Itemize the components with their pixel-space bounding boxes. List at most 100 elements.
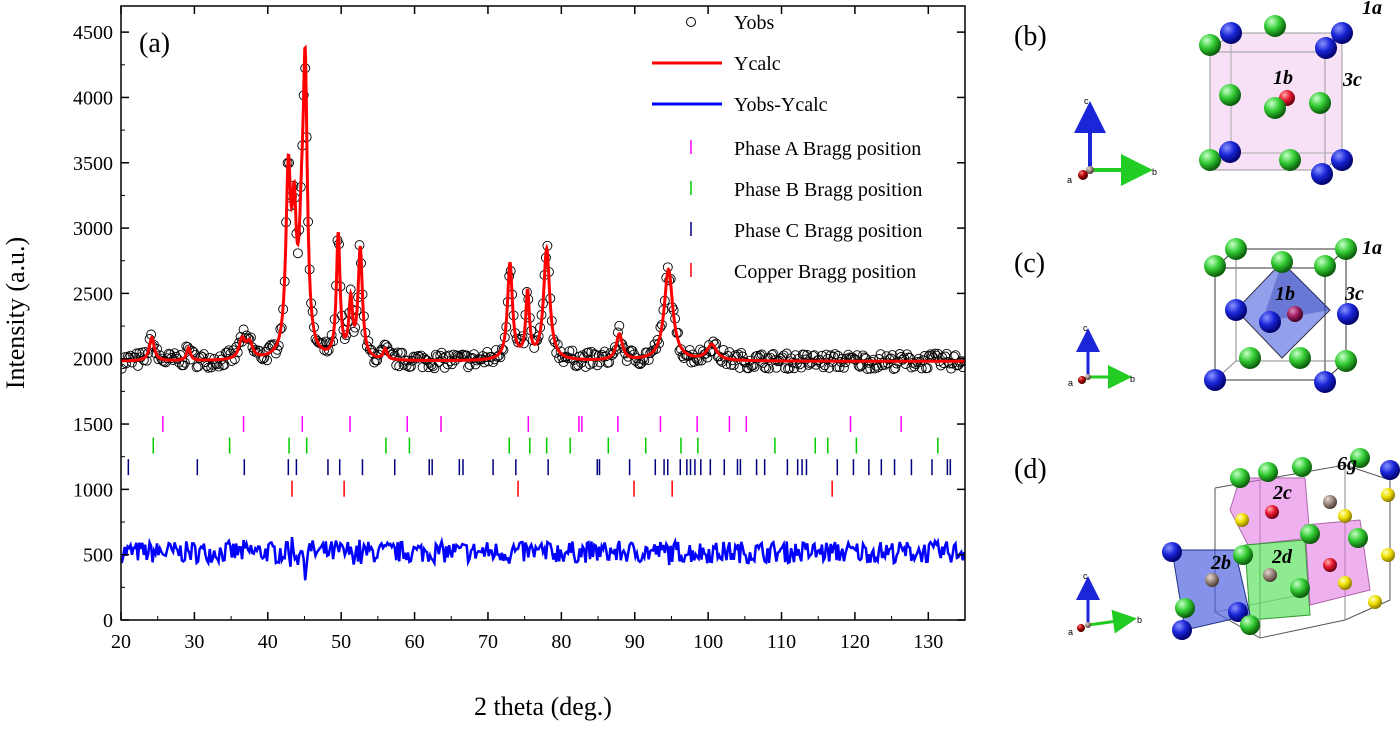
xrd-chart: 20 30 40 50 60 70 80 90 100 110 120 130 0 500 1000 150… bbox=[1, 5, 966, 721]
octahedron-c bbox=[1235, 261, 1331, 359]
series-yobs-point bbox=[369, 357, 380, 368]
legend-label-phase-a: Phase A Bragg position bbox=[734, 138, 921, 160]
site-label-b-1b: 1b bbox=[1273, 67, 1293, 89]
atoms-c bbox=[1204, 238, 1359, 393]
structure-panel-d: (d) c a b bbox=[1014, 448, 1400, 640]
x-axis-ticks: 20 30 40 50 60 70 80 90 100 110 120 130 bbox=[111, 6, 943, 653]
y-axis-title: Intensity (a.u.) bbox=[1, 237, 30, 389]
legend-label-yobs: Yobs bbox=[734, 12, 774, 34]
polyhedron-2d bbox=[1244, 539, 1311, 621]
series-yobs-point bbox=[127, 357, 137, 368]
series-yobs-point bbox=[796, 362, 807, 373]
series-yobs-point bbox=[690, 352, 701, 363]
series-yobs-point bbox=[423, 362, 434, 373]
atoms-b bbox=[1199, 15, 1353, 185]
svg-text:c: c bbox=[1084, 96, 1089, 106]
y-tick-label: 4000 bbox=[73, 87, 113, 109]
legend-label-phase-c: Phase C Bragg position bbox=[734, 220, 922, 242]
series-yobs-point bbox=[830, 349, 841, 360]
series-yobs-point bbox=[292, 248, 303, 259]
series-yobs-point bbox=[849, 354, 860, 364]
difference-curve-layer bbox=[121, 536, 965, 581]
series-yobs-point bbox=[805, 358, 816, 369]
panel-label-d: (d) bbox=[1014, 454, 1047, 485]
site-label-c-1b: 1b bbox=[1275, 283, 1295, 305]
series-yobs-point bbox=[890, 363, 901, 374]
series-yobs-point bbox=[865, 363, 876, 374]
y-tick-label: 1000 bbox=[73, 479, 113, 501]
series-yobs-point bbox=[925, 349, 936, 360]
series-yobs-point bbox=[740, 357, 751, 368]
series-yobs-point bbox=[204, 352, 215, 363]
legend-label-diff: Yobs-Ycalc bbox=[734, 94, 828, 116]
series-yobs-point bbox=[888, 364, 899, 375]
x-axis-title: 2 theta (deg.) bbox=[474, 692, 612, 721]
panel-label-a: (a) bbox=[139, 28, 170, 59]
svg-text:c: c bbox=[1083, 571, 1088, 581]
series-yobs-point bbox=[614, 320, 625, 331]
y-tick-label: 3000 bbox=[73, 218, 113, 240]
x-tick-label: 130 bbox=[913, 631, 943, 653]
axes-triad-c: c a b bbox=[1068, 323, 1135, 389]
svg-text:a: a bbox=[1068, 378, 1073, 388]
series-yobs-point bbox=[262, 355, 272, 366]
series-yobs-point bbox=[567, 345, 578, 356]
bragg-ticks bbox=[127, 416, 952, 497]
legend-label-ycalc: Ycalc bbox=[734, 53, 781, 75]
site-label-d-6g: 6g bbox=[1337, 453, 1357, 475]
series-yobs-point bbox=[348, 326, 359, 337]
observed-points-layer bbox=[121, 63, 965, 375]
x-tick-label: 100 bbox=[693, 631, 723, 653]
series-yobs-point bbox=[922, 363, 933, 374]
y-tick-label: 2000 bbox=[73, 349, 113, 371]
x-tick-label: 50 bbox=[331, 631, 351, 653]
legend-marker-yobs bbox=[686, 17, 696, 27]
series-yobs-point bbox=[394, 361, 405, 372]
series-yobs-point bbox=[191, 362, 202, 373]
unit-cell-d: 6g 2c 2d 2b bbox=[1162, 448, 1400, 640]
series-yobs-point bbox=[759, 362, 770, 373]
axes-triad-b: c a b bbox=[1067, 96, 1157, 186]
site-label-d-2b: 2b bbox=[1210, 552, 1231, 574]
series-yobs-point bbox=[768, 348, 779, 359]
panel-label-c: (c) bbox=[1014, 248, 1045, 279]
structure-panel-b: (b) c a b bbox=[1014, 0, 1382, 186]
svg-text:a: a bbox=[1068, 627, 1073, 637]
series-yobs-point bbox=[367, 348, 378, 359]
svg-text:b: b bbox=[1130, 374, 1135, 384]
x-tick-label: 80 bbox=[551, 631, 571, 653]
series-yobs-point bbox=[124, 352, 135, 363]
series-ycalc bbox=[121, 44, 965, 363]
svg-text:c: c bbox=[1083, 323, 1088, 333]
series-yobs-point bbox=[824, 362, 835, 373]
series-yobs-ycalc bbox=[121, 536, 965, 581]
x-tick-label: 70 bbox=[478, 631, 498, 653]
site-label-d-2d: 2d bbox=[1271, 546, 1293, 568]
x-tick-label: 20 bbox=[111, 631, 131, 653]
site-label-b-3c: 3c bbox=[1342, 69, 1362, 91]
site-label-c-3c: 3c bbox=[1344, 283, 1364, 305]
series-yobs-point bbox=[178, 360, 189, 371]
legend-label-phase-b: Phase B Bragg position bbox=[734, 179, 922, 201]
series-yobs-point bbox=[392, 347, 403, 358]
svg-text:b: b bbox=[1137, 615, 1142, 625]
series-yobs-point bbox=[761, 363, 772, 374]
atoms-d bbox=[1162, 448, 1400, 640]
series-yobs-point bbox=[818, 362, 829, 373]
series-yobs-point bbox=[749, 361, 760, 372]
series-yobs-point bbox=[862, 364, 873, 374]
x-tick-label: 40 bbox=[258, 631, 278, 653]
site-label-c-1a: 1a bbox=[1362, 237, 1382, 259]
series-yobs-point bbox=[838, 362, 849, 373]
plot-frame bbox=[120, 5, 966, 621]
site-label-b-1a: 1a bbox=[1362, 0, 1382, 19]
series-yobs-point bbox=[775, 353, 786, 364]
legend: Yobs Ycalc Yobs-Ycalc Phase A Bragg posi… bbox=[652, 12, 922, 283]
y-tick-label: 1500 bbox=[73, 414, 113, 436]
x-tick-label: 60 bbox=[405, 631, 425, 653]
x-tick-label: 90 bbox=[625, 631, 645, 653]
svg-text:b: b bbox=[1152, 167, 1157, 177]
series-yobs-point bbox=[166, 353, 177, 363]
structure-panel-c: (c) c a b bbox=[1014, 237, 1382, 393]
